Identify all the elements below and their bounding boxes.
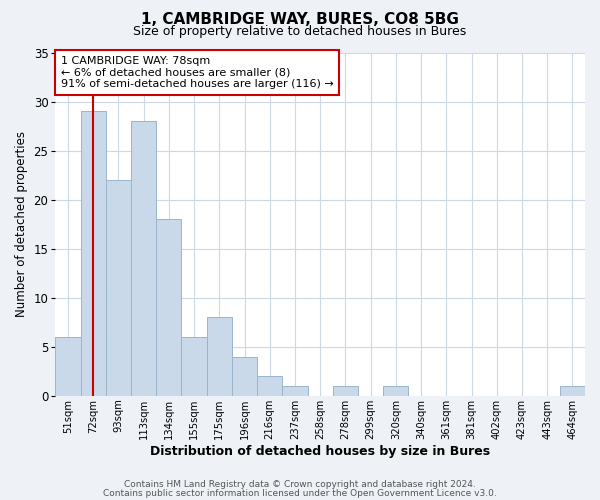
Text: Contains public sector information licensed under the Open Government Licence v3: Contains public sector information licen… — [103, 490, 497, 498]
Bar — [80, 112, 106, 396]
Bar — [257, 376, 283, 396]
Y-axis label: Number of detached properties: Number of detached properties — [15, 131, 28, 317]
Bar — [106, 180, 131, 396]
Bar — [333, 386, 358, 396]
Bar — [206, 318, 232, 396]
Bar — [156, 219, 181, 396]
Bar — [560, 386, 585, 396]
Bar — [55, 337, 80, 396]
Text: 1, CAMBRIDGE WAY, BURES, CO8 5BG: 1, CAMBRIDGE WAY, BURES, CO8 5BG — [141, 12, 459, 28]
Bar — [283, 386, 308, 396]
Bar — [232, 356, 257, 396]
Bar — [181, 337, 206, 396]
Bar — [383, 386, 409, 396]
Bar — [131, 121, 156, 396]
Text: Size of property relative to detached houses in Bures: Size of property relative to detached ho… — [133, 25, 467, 38]
Text: 1 CAMBRIDGE WAY: 78sqm
← 6% of detached houses are smaller (8)
91% of semi-detac: 1 CAMBRIDGE WAY: 78sqm ← 6% of detached … — [61, 56, 334, 89]
X-axis label: Distribution of detached houses by size in Bures: Distribution of detached houses by size … — [150, 444, 490, 458]
Text: Contains HM Land Registry data © Crown copyright and database right 2024.: Contains HM Land Registry data © Crown c… — [124, 480, 476, 489]
